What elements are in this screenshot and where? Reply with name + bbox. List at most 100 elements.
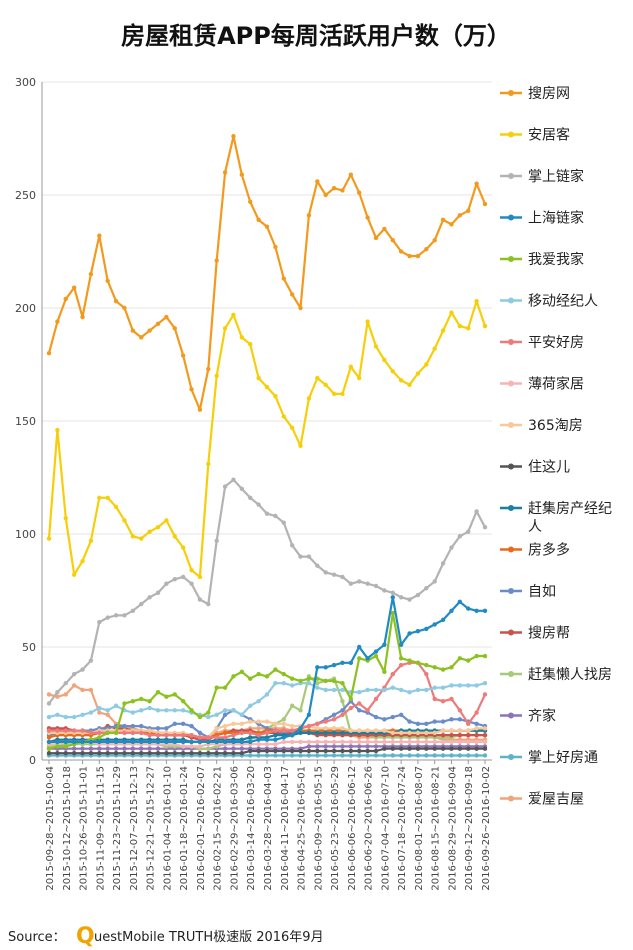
x-tick-label: 2016-03-14~2016-03-20 xyxy=(246,766,257,891)
data-point xyxy=(315,753,320,758)
data-point xyxy=(449,608,454,614)
data-point xyxy=(424,362,429,367)
data-point xyxy=(407,746,412,751)
data-point xyxy=(357,708,362,713)
data-point xyxy=(164,518,169,523)
data-point xyxy=(264,748,270,754)
data-point xyxy=(331,744,337,749)
data-point xyxy=(281,728,286,733)
data-point xyxy=(365,744,370,749)
data-point xyxy=(398,730,404,736)
data-point xyxy=(357,728,362,733)
data-point xyxy=(357,375,362,381)
legend-marker xyxy=(508,339,514,345)
data-point xyxy=(457,717,463,722)
data-point xyxy=(289,425,295,430)
data-point xyxy=(256,748,261,754)
data-point xyxy=(273,753,278,758)
data-point xyxy=(466,529,471,534)
data-point xyxy=(264,741,270,747)
data-point xyxy=(449,732,454,738)
data-point xyxy=(155,708,161,713)
data-point xyxy=(281,671,286,677)
data-point xyxy=(440,699,446,704)
data-point xyxy=(155,739,161,745)
data-point xyxy=(80,314,85,320)
data-point xyxy=(239,669,245,675)
data-point xyxy=(466,728,471,733)
data-point xyxy=(432,696,437,702)
data-point xyxy=(306,739,312,745)
data-point xyxy=(432,238,437,243)
data-point xyxy=(63,739,68,745)
data-point xyxy=(130,723,136,729)
data-point xyxy=(365,708,370,713)
data-point xyxy=(373,748,379,754)
data-point xyxy=(466,721,471,727)
series-path xyxy=(47,135,487,411)
data-point xyxy=(155,726,161,731)
data-point xyxy=(449,665,454,670)
source-logo-q: Q xyxy=(76,924,95,949)
data-point xyxy=(449,222,454,227)
data-point xyxy=(331,717,337,722)
legend-marker xyxy=(508,505,514,511)
data-point xyxy=(122,701,127,706)
data-point xyxy=(80,712,85,717)
data-point xyxy=(256,671,261,677)
data-point xyxy=(206,601,211,607)
data-point xyxy=(390,610,395,616)
data-point xyxy=(197,744,203,749)
y-tick-label: 150 xyxy=(15,415,36,428)
data-point xyxy=(382,226,387,232)
data-point xyxy=(281,735,286,740)
data-point xyxy=(189,581,194,586)
x-tick-label: 2015-11-09~2015-11-15 xyxy=(95,766,106,891)
data-point xyxy=(398,753,404,758)
data-point xyxy=(147,529,152,534)
data-point xyxy=(172,721,177,727)
data-point xyxy=(147,739,152,745)
legend-item: 移动经纪人 xyxy=(500,294,598,310)
data-point xyxy=(357,753,362,758)
legend-label: 上海链家 xyxy=(528,210,584,227)
data-point xyxy=(55,694,60,699)
data-point xyxy=(474,299,479,304)
data-point xyxy=(365,748,370,754)
data-point xyxy=(440,617,446,623)
data-point xyxy=(331,687,337,693)
data-point xyxy=(315,375,320,381)
data-point xyxy=(323,744,328,749)
data-point xyxy=(180,353,186,358)
data-point xyxy=(415,371,421,376)
data-point xyxy=(222,326,228,331)
data-point xyxy=(348,660,354,666)
data-point xyxy=(71,751,77,756)
legend-item: 掌上链家 xyxy=(500,168,584,185)
data-point xyxy=(180,732,186,738)
data-point xyxy=(281,753,286,758)
legend-label: 赶集房产经纪人 xyxy=(528,500,612,535)
data-point xyxy=(189,732,194,738)
data-point xyxy=(273,244,278,250)
data-point xyxy=(197,735,203,740)
data-point xyxy=(164,751,169,756)
data-point xyxy=(122,518,127,523)
data-point xyxy=(164,732,169,738)
data-point xyxy=(298,726,303,731)
data-point xyxy=(264,674,270,679)
data-point xyxy=(122,746,127,751)
data-point xyxy=(113,613,119,618)
data-point xyxy=(214,751,219,756)
y-tick-label: 300 xyxy=(15,76,36,89)
data-point xyxy=(449,310,454,315)
x-tick-label: 2016-07-04~2016-07-10 xyxy=(380,766,391,891)
data-point xyxy=(55,690,60,695)
series-line xyxy=(46,299,488,580)
data-point xyxy=(281,520,286,525)
data-point xyxy=(281,276,286,281)
data-point xyxy=(482,753,488,758)
data-point xyxy=(331,730,337,736)
data-point xyxy=(382,739,387,745)
data-point xyxy=(289,683,295,688)
